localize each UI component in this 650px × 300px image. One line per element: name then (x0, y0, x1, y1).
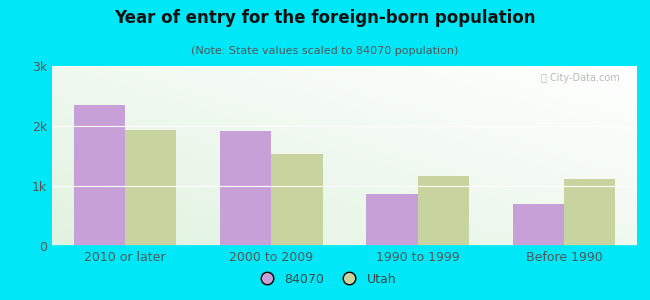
Bar (564, 179, 615, 246)
Bar (125, 130, 176, 246)
Text: (Note: State values scaled to 84070 population): (Note: State values scaled to 84070 popu… (191, 46, 459, 56)
Bar (367, 194, 417, 246)
Text: Year of entry for the foreign-born population: Year of entry for the foreign-born popul… (114, 9, 536, 27)
Text: ⓘ City-Data.com: ⓘ City-Data.com (541, 73, 619, 83)
Bar (417, 176, 469, 246)
Bar (220, 131, 272, 246)
Bar (513, 204, 564, 246)
Bar (74, 105, 125, 246)
Bar (272, 154, 322, 246)
Legend: 84070, Utah: 84070, Utah (249, 268, 401, 291)
